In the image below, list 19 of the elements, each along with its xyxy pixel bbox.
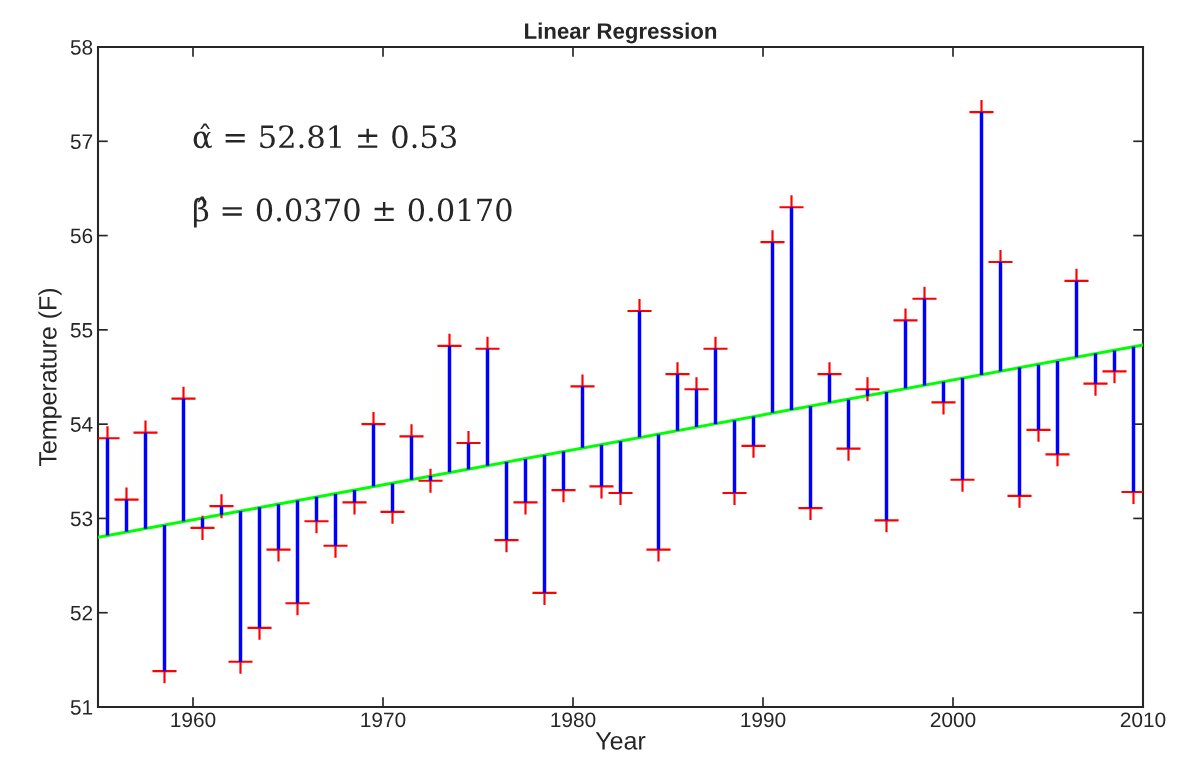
annotation: β̂ = 0.0370 ± 0.0170 <box>193 196 512 228</box>
y-axis-title: Temperature (F) <box>38 288 62 467</box>
chart-title: Linear Regression <box>525 22 717 44</box>
y-tick-label: 57 <box>70 134 93 150</box>
y-tick-label: 53 <box>70 511 93 527</box>
x-tick-label: 2000 <box>930 712 976 728</box>
x-tick-label: 1960 <box>171 712 216 728</box>
y-tick-label: 56 <box>70 228 93 244</box>
x-tick-label: 1990 <box>741 712 786 728</box>
y-tick-label: 58 <box>70 40 93 55</box>
annotation: α̂ = 52.81 ± 0.53 <box>193 123 456 149</box>
x-axis-title: Year <box>595 732 646 750</box>
x-tick-label: 1980 <box>551 712 596 728</box>
y-tick-label: 51 <box>70 700 93 715</box>
y-tick-label: 54 <box>70 417 93 432</box>
x-tick-label: 1970 <box>361 712 406 728</box>
y-tick-label: 52 <box>70 605 93 621</box>
x-tick-label: 2010 <box>1120 712 1166 728</box>
y-tick-label: 55 <box>70 323 93 338</box>
